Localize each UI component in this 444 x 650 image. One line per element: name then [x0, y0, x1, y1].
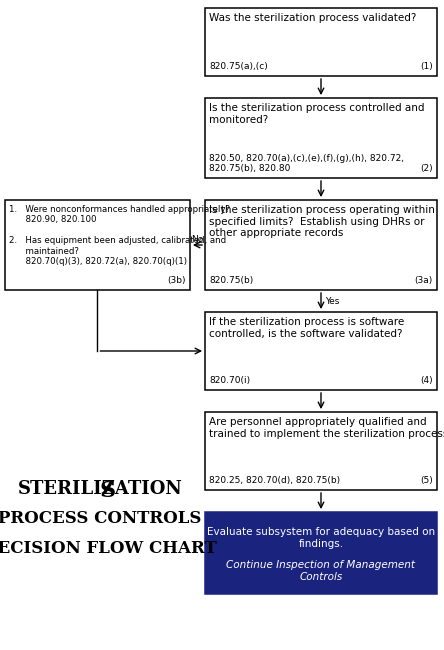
Bar [5, 200, 190, 290]
Text: Yes: Yes [325, 296, 339, 306]
Text: (3a): (3a) [415, 276, 433, 285]
Text: (4): (4) [420, 376, 433, 385]
Text: (1): (1) [420, 62, 433, 71]
Bar [205, 200, 437, 290]
Text: Continue Inspection of Management
Controls: Continue Inspection of Management Contro… [226, 560, 416, 582]
Text: Was the sterilization process validated?: Was the sterilization process validated? [209, 13, 416, 23]
Text: STERILIZATION: STERILIZATION [18, 480, 182, 498]
Text: Is the sterilization process operating within
specified limits?  Establish using: Is the sterilization process operating w… [209, 205, 435, 238]
Bar [205, 98, 437, 178]
Bar [205, 412, 437, 490]
Bar [205, 312, 437, 390]
Text: 820.50, 820.70(a),(c),(e),(f),(g),(h), 820.72,
820.75(b), 820.80: 820.50, 820.70(a),(c),(e),(f),(g),(h), 8… [209, 153, 404, 173]
Text: S: S [100, 480, 116, 502]
Text: No: No [191, 235, 203, 244]
Text: 820.75(a),(c): 820.75(a),(c) [209, 62, 268, 71]
Text: (5): (5) [420, 476, 433, 485]
Text: Evaluate subsystem for adequacy based on
findings.: Evaluate subsystem for adequacy based on… [207, 527, 435, 549]
Text: (2): (2) [420, 164, 433, 173]
Text: 820.70(i): 820.70(i) [209, 376, 250, 385]
Text: (3b): (3b) [167, 276, 186, 285]
Text: 820.25, 820.70(d), 820.75(b): 820.25, 820.70(d), 820.75(b) [209, 476, 340, 485]
Text: 820.75(b): 820.75(b) [209, 276, 253, 285]
Text: DECISION FLOW CHART: DECISION FLOW CHART [0, 540, 217, 557]
Bar [205, 512, 437, 594]
Text: Is the sterilization process controlled and
monitored?: Is the sterilization process controlled … [209, 103, 424, 125]
Text: If the sterilization process is software
controlled, is the software validated?: If the sterilization process is software… [209, 317, 404, 339]
Text: Are personnel appropriately qualified and
trained to implement the sterilization: Are personnel appropriately qualified an… [209, 417, 444, 439]
Text: PROCESS CONTROLS: PROCESS CONTROLS [0, 510, 202, 527]
Bar [205, 8, 437, 76]
Text: 1.   Were nonconformances handled appropriately?
      820.90, 820.100

2.   Has: 1. Were nonconformances handled appropri… [9, 205, 230, 266]
